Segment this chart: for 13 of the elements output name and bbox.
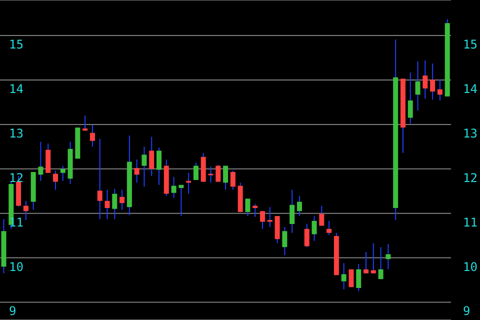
y2-tick-label: 9 [463,304,470,318]
y2-tick-label: 12 [463,170,478,185]
y-tick-label: 13 [9,126,24,140]
y-tick-label: 15 [9,38,24,52]
y-tick-label: 14 [9,82,24,96]
y2-tick-label: 10 [463,260,478,274]
y2-tick-label: 15 [463,38,478,52]
y2-tick-label: 14 [463,82,478,96]
y-tick-label: 10 [9,260,24,274]
y2-tick-label: 13 [463,126,478,140]
y2-tick-label: 11 [463,215,478,230]
y-tick-label: 12 [9,170,24,185]
y-tick-label: 9 [9,304,16,318]
